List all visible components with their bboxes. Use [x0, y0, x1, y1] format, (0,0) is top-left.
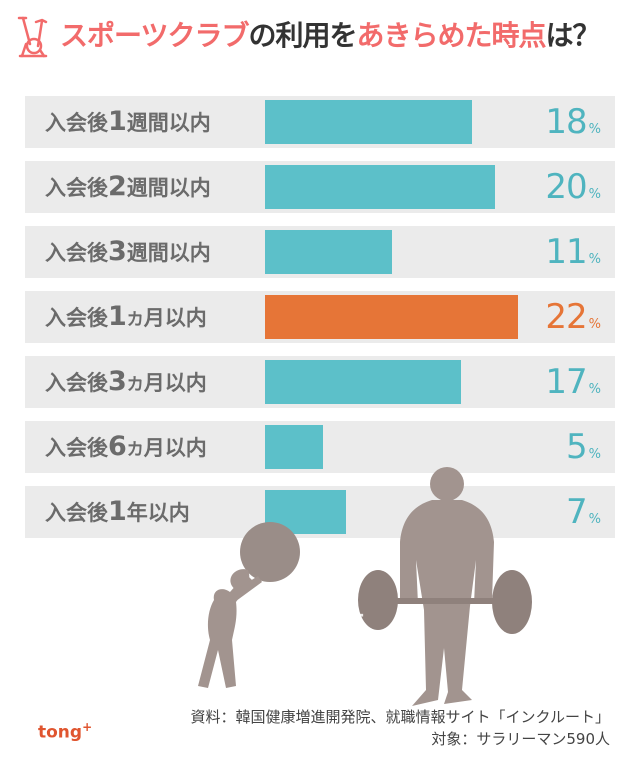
- exercise-bike-icon: [17, 16, 48, 58]
- category-label: 入会後1週間以内: [45, 106, 211, 137]
- bar: [265, 100, 472, 144]
- category-label: 入会後1カ月以内: [45, 301, 207, 332]
- title-part-3: あきらめた時点: [356, 19, 546, 52]
- bar: [265, 295, 518, 339]
- woman-stretching-with-ball-figure: [198, 522, 300, 688]
- value-label: 11%: [545, 232, 601, 272]
- value-label: 20%: [545, 167, 601, 207]
- title-part-2: の利用を: [248, 19, 357, 52]
- chart-row: 入会後3週間以内 11%: [25, 226, 615, 278]
- source-line: 資料：韓国健康増進開発院、就職情報サイト「インクルート」: [190, 708, 610, 726]
- chart-row: 入会後1カ月以内 22%: [25, 291, 615, 343]
- target-line: 対象：サラリーマン590人: [431, 730, 610, 748]
- chart-row: 入会後2週間以内 20%: [25, 161, 615, 213]
- page-title: スポーツクラブの利用をあきらめた時点は？: [60, 14, 601, 54]
- category-label: 入会後2週間以内: [45, 171, 211, 202]
- value-label: 7%: [566, 492, 601, 532]
- value-label: 18%: [545, 102, 601, 142]
- category-label: 入会後1年以内: [45, 496, 190, 527]
- category-label: 入会後3カ月以内: [45, 366, 207, 397]
- chart-row: 入会後3カ月以内 17%: [25, 356, 615, 408]
- chart-row: 入会後1週間以内 18%: [25, 96, 615, 148]
- value-label: 5%: [566, 427, 601, 467]
- title-part-1: スポーツクラブ: [60, 19, 249, 52]
- watermark: tong+: [290, 603, 365, 628]
- chart-row: 入会後1年以内 7%: [25, 486, 615, 538]
- chart-row: 入会後6カ月以内 5%: [25, 421, 615, 473]
- title-part-4: は？: [545, 19, 600, 52]
- header: スポーツクラブの利用をあきらめた時点は？: [0, 0, 640, 80]
- tong-logo: tong+: [38, 720, 93, 743]
- bar: [265, 230, 392, 274]
- bar: [265, 360, 461, 404]
- category-label: 入会後3週間以内: [45, 236, 211, 267]
- source-note: 資料：韓国健康増進開発院、就職情報サイト「インクルート」 対象：サラリーマン59…: [190, 706, 610, 750]
- bar: [265, 490, 346, 534]
- bar: [265, 165, 495, 209]
- bar: [265, 425, 323, 469]
- value-label: 17%: [545, 362, 601, 402]
- category-label: 入会後6カ月以内: [45, 431, 207, 462]
- value-label: 22%: [545, 297, 601, 337]
